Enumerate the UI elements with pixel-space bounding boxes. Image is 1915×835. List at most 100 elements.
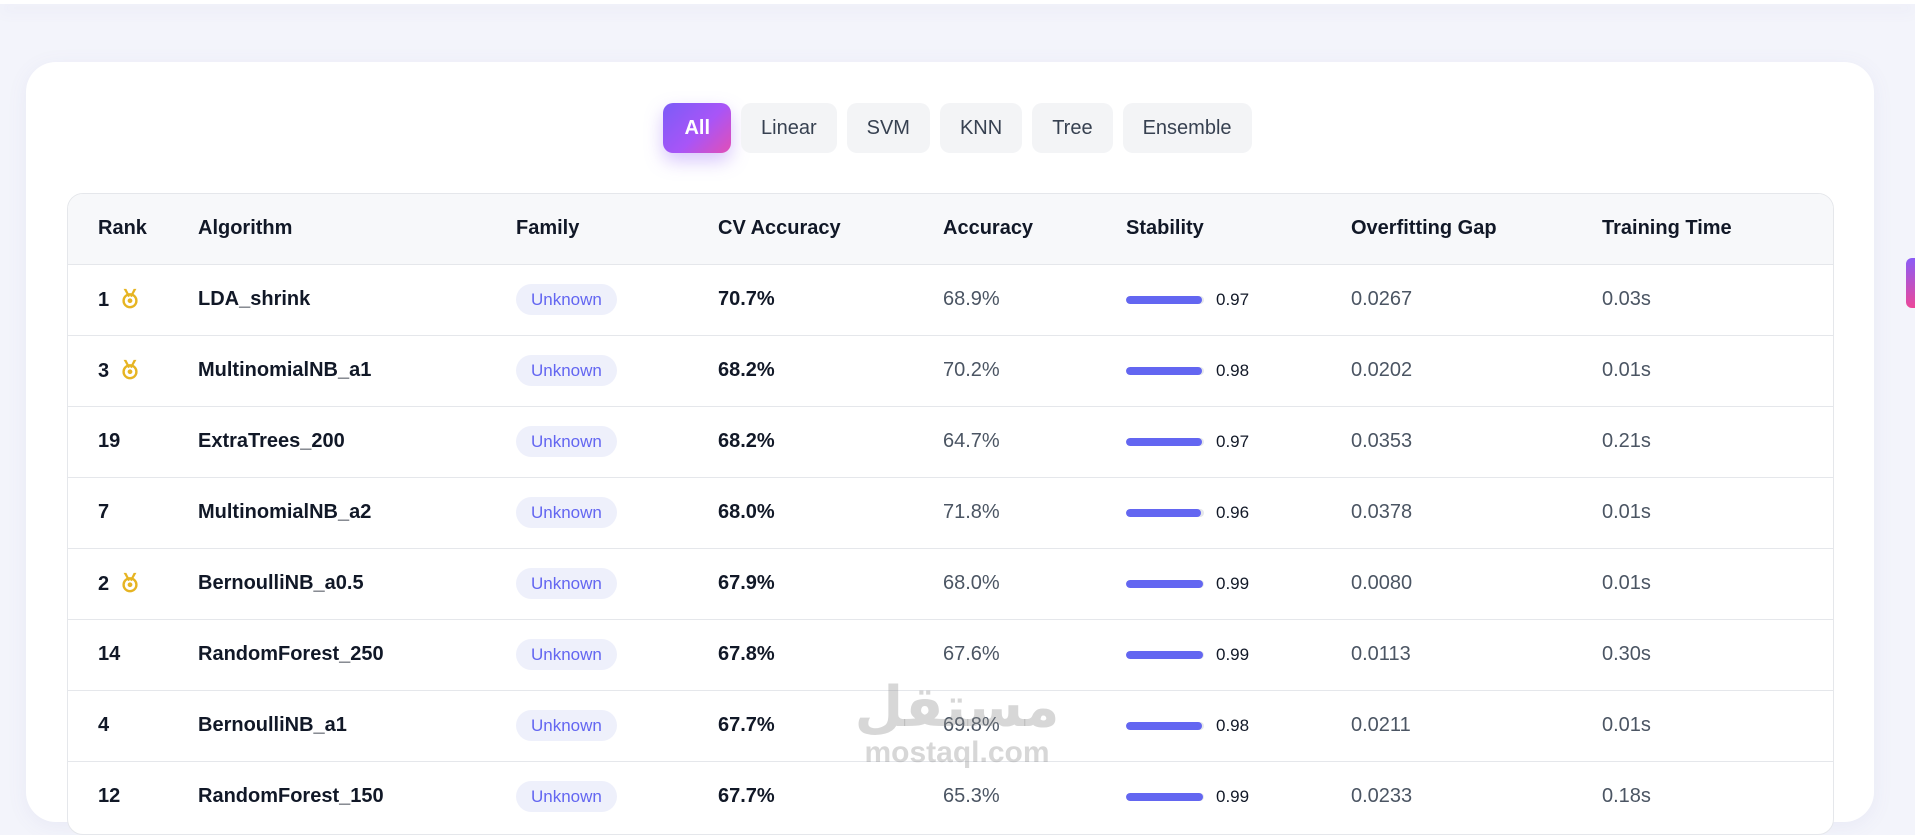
table-row[interactable]: 7 MultinomialNB_a2 Unknown 68.0% 71.8% 0…	[68, 477, 1833, 548]
column-header-stability[interactable]: Stability	[1126, 217, 1204, 240]
family-cell: Unknown	[516, 548, 718, 619]
stability-cell: 0.99	[1126, 761, 1351, 832]
overfitting-gap-value: 0.0353	[1351, 430, 1413, 452]
cv-accuracy-value: 67.7%	[718, 714, 775, 736]
accuracy-value: 65.3%	[943, 785, 1000, 808]
stability-bar-fill	[1126, 579, 1204, 588]
stability-cell: 0.99	[1126, 548, 1351, 619]
cv-accuracy-value: 67.7%	[718, 785, 775, 808]
family-badge: Unknown	[516, 426, 617, 457]
family-badge: Unknown	[516, 710, 617, 741]
stability-value: 0.96	[1216, 502, 1250, 522]
algorithm-name: RandomForest_250	[198, 643, 384, 665]
rank-cell: 3	[68, 335, 198, 406]
table-row[interactable]: 2 BernoulliNB_a0.5 Unknown 67.9% 68.0% 0…	[68, 548, 1833, 619]
family-cell: Unknown	[516, 406, 718, 477]
filter-all-button[interactable]: All	[663, 103, 732, 153]
rank-cell: 4	[68, 690, 198, 761]
stability-bar	[1126, 437, 1204, 446]
accuracy-value: 71.8%	[943, 501, 1000, 523]
rank-value: 1	[98, 289, 110, 311]
family-cell: Unknown	[516, 690, 718, 761]
rank-cell: 1	[68, 264, 198, 335]
accuracy-value: 69.8%	[943, 714, 1000, 736]
scroll-indicator[interactable]	[1906, 258, 1915, 308]
table-row[interactable]: 14 RandomForest_250 Unknown 67.8% 67.6% …	[68, 619, 1833, 690]
stability-bar-fill	[1126, 792, 1204, 801]
stability-bar-fill	[1126, 508, 1201, 517]
column-header-rank[interactable]: Rank	[98, 217, 147, 240]
family-badge: Unknown	[516, 284, 617, 315]
stability-bar	[1126, 792, 1204, 801]
family-badge: Unknown	[516, 355, 617, 386]
stability-value: 0.99	[1216, 573, 1250, 593]
filter-tree-button[interactable]: Tree	[1032, 103, 1113, 153]
column-header-family[interactable]: Family	[516, 217, 580, 240]
stability-value: 0.99	[1216, 786, 1250, 806]
stability-cell: 0.96	[1126, 477, 1351, 548]
stability-cell: 0.98	[1126, 690, 1351, 761]
cv-accuracy-value: 70.7%	[718, 288, 775, 310]
medal-icon	[119, 287, 141, 309]
family-cell: Unknown	[516, 335, 718, 406]
stability-cell: 0.98	[1126, 335, 1351, 406]
rank-cell: 2	[68, 548, 198, 619]
table-row[interactable]: 3 MultinomialNB_a1 Unknown 68.2% 70.2% 0…	[68, 335, 1833, 406]
cv-accuracy-value: 68.2%	[718, 359, 775, 381]
stability-cell: 0.97	[1126, 264, 1351, 335]
medal-icon	[119, 571, 141, 593]
accuracy-value: 64.7%	[943, 430, 1000, 452]
rank-value: 7	[98, 501, 110, 523]
column-header-cv-accuracy[interactable]: CV Accuracy	[718, 217, 841, 240]
algorithm-name: BernoulliNB_a1	[198, 714, 347, 736]
family-cell: Unknown	[516, 619, 718, 690]
family-cell: Unknown	[516, 477, 718, 548]
family-cell: Unknown	[516, 761, 718, 832]
table-row[interactable]: 12 RandomForest_150 Unknown 67.7% 65.3% …	[68, 761, 1833, 832]
algorithm-name: RandomForest_150	[198, 785, 384, 808]
accuracy-value: 68.9%	[943, 288, 1000, 310]
overfitting-gap-value: 0.0378	[1351, 501, 1413, 523]
table-body: 1 LDA_shrink Unknown 70.7% 68.9% 0.97 0.…	[68, 264, 1833, 832]
table-row[interactable]: 4 BernoulliNB_a1 Unknown 67.7% 69.8% 0.9…	[68, 690, 1833, 761]
algorithm-name: BernoulliNB_a0.5	[198, 572, 364, 594]
rank-cell: 7	[68, 477, 198, 548]
accuracy-value: 67.6%	[943, 643, 1000, 665]
table-row[interactable]: 19 ExtraTrees_200 Unknown 68.2% 64.7% 0.…	[68, 406, 1833, 477]
overfitting-gap-value: 0.0267	[1351, 288, 1413, 310]
table-header-row: Rank Algorithm Family CV Accuracy Accura…	[68, 194, 1833, 264]
filter-svm-button[interactable]: SVM	[846, 103, 930, 153]
accuracy-value: 68.0%	[943, 572, 1000, 594]
filter-ensemble-button[interactable]: Ensemble	[1122, 103, 1252, 153]
overfitting-gap-value: 0.0233	[1351, 785, 1413, 808]
column-header-algorithm[interactable]: Algorithm	[198, 217, 293, 240]
filter-knn-button[interactable]: KNN	[939, 103, 1023, 153]
rank-cell: 19	[68, 406, 198, 477]
overfitting-gap-value: 0.0202	[1351, 359, 1413, 381]
rank-cell: 12	[68, 761, 198, 832]
training-time-value: 0.01s	[1602, 572, 1651, 594]
filter-linear-button[interactable]: Linear	[741, 103, 837, 153]
algorithm-name: MultinomialNB_a1	[198, 359, 372, 381]
stability-bar-fill	[1126, 366, 1203, 375]
column-header-overfitting-gap[interactable]: Overfitting Gap	[1351, 217, 1497, 240]
stability-bar	[1126, 295, 1204, 304]
column-header-accuracy[interactable]: Accuracy	[943, 217, 1034, 240]
stability-value: 0.97	[1216, 431, 1250, 451]
rank-value: 4	[98, 714, 110, 736]
cv-accuracy-value: 67.8%	[718, 643, 775, 665]
overfitting-gap-value: 0.0211	[1351, 714, 1411, 736]
stability-value: 0.97	[1216, 289, 1250, 309]
accuracy-value: 70.2%	[943, 359, 1000, 381]
training-time-value: 0.30s	[1602, 643, 1651, 665]
stability-bar	[1126, 721, 1204, 730]
stability-bar	[1126, 366, 1204, 375]
column-header-training-time[interactable]: Training Time	[1602, 217, 1732, 240]
table-row[interactable]: 1 LDA_shrink Unknown 70.7% 68.9% 0.97 0.…	[68, 264, 1833, 335]
results-table-container: Rank Algorithm Family CV Accuracy Accura…	[67, 193, 1834, 835]
stability-bar-fill	[1126, 295, 1202, 304]
cv-accuracy-value: 67.9%	[718, 572, 775, 594]
medal-icon	[119, 358, 141, 380]
family-badge: Unknown	[516, 781, 617, 813]
stability-bar	[1126, 579, 1204, 588]
